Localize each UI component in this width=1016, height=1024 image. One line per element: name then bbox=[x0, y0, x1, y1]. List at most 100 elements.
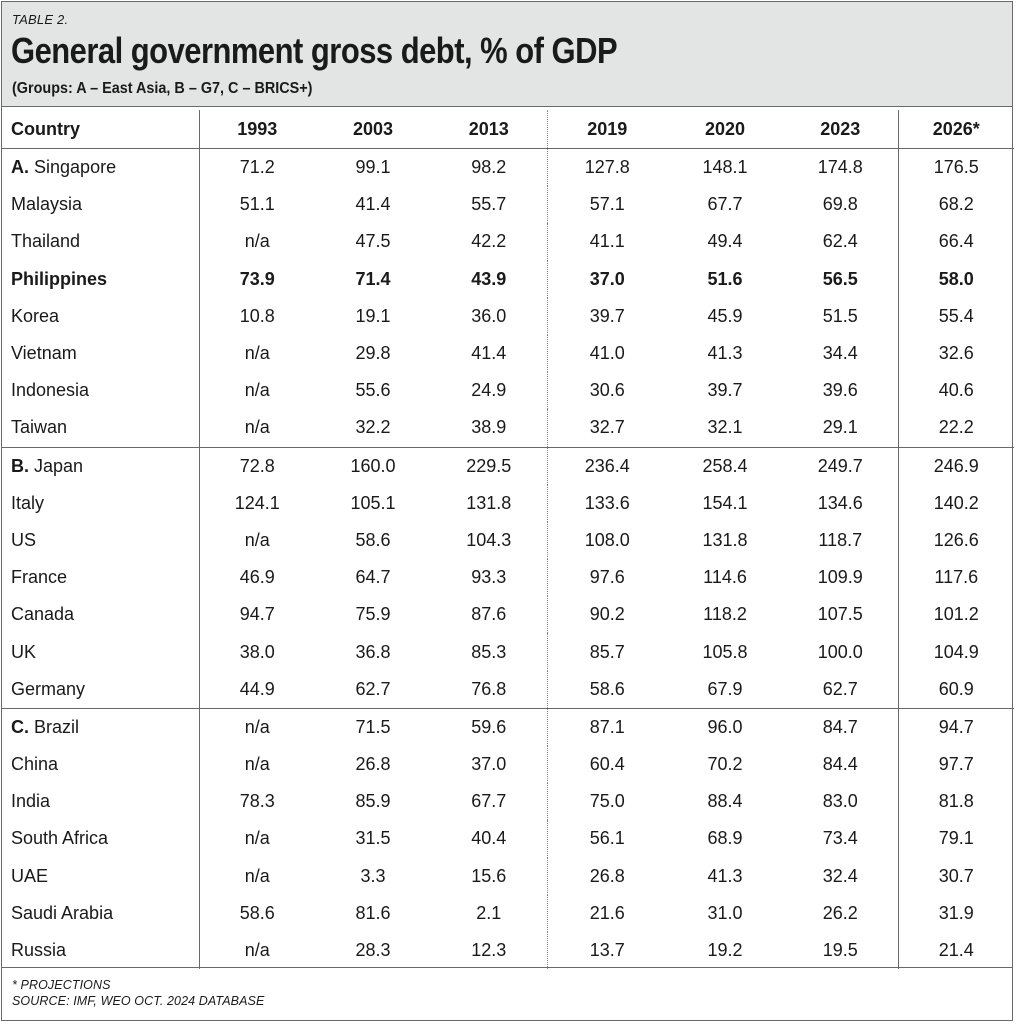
value-cell: 58.0 bbox=[897, 260, 1014, 298]
table-row: B. Japan 72.8 160.0 229.5 236.4 258.4 249.7 246… bbox=[2, 447, 1014, 485]
value-cell: 84.4 bbox=[822, 754, 858, 775]
value-cell: 67.7 bbox=[471, 791, 507, 812]
column-header-2003: 2003 bbox=[315, 110, 431, 149]
value-cell: 81.6 bbox=[355, 902, 391, 923]
table-row: A. Singapore 71.2 99.1 98.2 127.8 148.1 174.8 1… bbox=[2, 148, 1014, 187]
value-cell: n/a bbox=[198, 334, 315, 373]
value-cell: 229.5 bbox=[466, 455, 512, 476]
value-cell: 62.7 bbox=[315, 670, 431, 709]
table-footer: * PROJECTIONS SOURCE: IMF, WEO OCT. 2024… bbox=[2, 967, 1012, 1021]
country-name: US bbox=[11, 529, 37, 550]
value-cell: 28.3 bbox=[355, 940, 391, 961]
value-cell: 71.2 bbox=[198, 148, 315, 187]
value-cell: 97.7 bbox=[897, 746, 1014, 784]
value-cell: 73.4 bbox=[822, 828, 858, 849]
value-cell: 118.2 bbox=[703, 604, 747, 625]
value-cell: 66.4 bbox=[897, 223, 1014, 261]
table-row: Thailand n/a 47.5 42.2 41.1 49.4 62.4 66.4 bbox=[2, 223, 1014, 261]
value-cell: 94.7 bbox=[198, 596, 315, 634]
value-cell: 51.1 bbox=[198, 186, 315, 224]
value-cell: 51.5 bbox=[822, 305, 858, 326]
value-cell: 131.8 bbox=[466, 492, 512, 513]
value-cell: 32.2 bbox=[315, 409, 431, 448]
value-cell: 104.3 bbox=[466, 529, 512, 550]
country-cell: Germany bbox=[2, 670, 199, 709]
value-cell: 26.8 bbox=[546, 857, 667, 895]
value-cell: 36.0 bbox=[471, 305, 507, 326]
value-cell: 31.5 bbox=[355, 828, 391, 849]
value-cell: 55.6 bbox=[355, 380, 391, 401]
value-cell: 59.6 bbox=[471, 716, 507, 737]
column-header-2023: 2023 bbox=[783, 110, 898, 149]
value-cell: 26.2 bbox=[822, 902, 858, 923]
value-cell: 21.4 bbox=[897, 931, 1014, 970]
value-cell: 81.8 bbox=[897, 783, 1014, 821]
value-cell: 22.2 bbox=[897, 409, 1014, 448]
country-cell: A. Singapore bbox=[2, 149, 199, 187]
column-header-2020: 2020 bbox=[667, 110, 783, 149]
value-cell: 19.1 bbox=[355, 305, 391, 326]
country-cell: Russia bbox=[2, 932, 199, 969]
table-row: UK 38.0 36.8 85.3 85.7 105.8 100.0 104.9 bbox=[2, 633, 1014, 671]
value-cell: 73.9 bbox=[198, 260, 315, 298]
value-cell: 60.9 bbox=[897, 670, 1014, 709]
value-cell: 40.4 bbox=[471, 828, 507, 849]
value-cell: 34.4 bbox=[822, 343, 858, 364]
value-cell: 71.4 bbox=[355, 268, 391, 289]
value-cell: 83.0 bbox=[822, 791, 858, 812]
value-cell: 58.6 bbox=[355, 529, 391, 550]
value-cell: 118.7 bbox=[818, 529, 863, 550]
country-name: UK bbox=[11, 641, 37, 662]
column-header-row: Country 1993 2003 2013 2019 2020 2023 20… bbox=[2, 110, 1014, 149]
value-cell: n/a bbox=[198, 931, 315, 970]
table-subtitle: (Groups: A – East Asia, B – G7, C – BRIC… bbox=[12, 80, 313, 97]
value-cell: 109.9 bbox=[817, 567, 863, 588]
value-cell: 29.8 bbox=[355, 343, 391, 364]
value-cell: 30.6 bbox=[546, 372, 667, 410]
value-cell: 37.0 bbox=[546, 260, 667, 298]
value-cell: 140.2 bbox=[897, 484, 1014, 522]
value-cell: 39.6 bbox=[822, 380, 858, 401]
value-cell: 87.1 bbox=[546, 708, 667, 746]
table-row: France 46.9 64.7 93.3 97.6 114.6 109.9 117.6 bbox=[2, 559, 1014, 597]
value-cell: 84.7 bbox=[822, 716, 858, 737]
value-cell: 55.7 bbox=[471, 194, 507, 215]
value-cell: 249.7 bbox=[817, 455, 863, 476]
value-cell: 93.3 bbox=[471, 567, 507, 588]
country-name: Japan bbox=[34, 455, 84, 476]
table-row: Italy 124.1 105.1 131.8 133.6 154.1 134.6 140.2 bbox=[2, 484, 1014, 522]
country-name: South Africa bbox=[11, 828, 109, 849]
country-name: Indonesia bbox=[11, 380, 90, 401]
value-cell: 258.4 bbox=[702, 455, 748, 476]
value-cell: 71.5 bbox=[355, 716, 391, 737]
value-cell: 79.1 bbox=[897, 820, 1014, 858]
value-cell: 32.4 bbox=[822, 865, 858, 886]
footnote-projections: * PROJECTIONS bbox=[12, 978, 111, 992]
value-cell: 58.6 bbox=[198, 894, 315, 932]
value-cell: 12.3 bbox=[471, 940, 507, 961]
value-cell: 3.3 bbox=[360, 865, 386, 886]
table-row: South Africa n/a 31.5 40.4 56.1 68.9 73.4 79.1 bbox=[2, 820, 1014, 858]
value-cell: 97.6 bbox=[546, 559, 667, 597]
country-name: Taiwan bbox=[11, 417, 68, 438]
value-cell: n/a bbox=[198, 409, 315, 448]
value-cell: 41.4 bbox=[471, 343, 507, 364]
value-cell: 160.0 bbox=[350, 455, 396, 476]
country-name: China bbox=[11, 754, 59, 775]
value-cell: 69.8 bbox=[822, 194, 858, 215]
source-note: SOURCE: IMF, WEO OCT. 2024 DATABASE bbox=[12, 994, 265, 1008]
value-cell: 99.1 bbox=[355, 157, 391, 178]
value-cell: 32.1 bbox=[667, 409, 783, 448]
value-cell: 13.7 bbox=[546, 931, 667, 970]
value-cell: 41.0 bbox=[546, 334, 667, 373]
country-name: India bbox=[11, 791, 51, 812]
table-row: Philippines 73.9 71.4 43.9 37.0 51.6 56.5 58.0 bbox=[2, 260, 1014, 298]
country-cell: US bbox=[2, 522, 199, 559]
value-cell: 56.5 bbox=[822, 268, 858, 289]
country-name: Thailand bbox=[11, 231, 81, 252]
table-row: US n/a 58.6 104.3 108.0 131.8 118.7 126.6 bbox=[2, 521, 1014, 560]
value-cell: 174.8 bbox=[817, 157, 863, 178]
value-cell: 57.1 bbox=[546, 186, 667, 224]
value-cell: 43.9 bbox=[471, 268, 507, 289]
